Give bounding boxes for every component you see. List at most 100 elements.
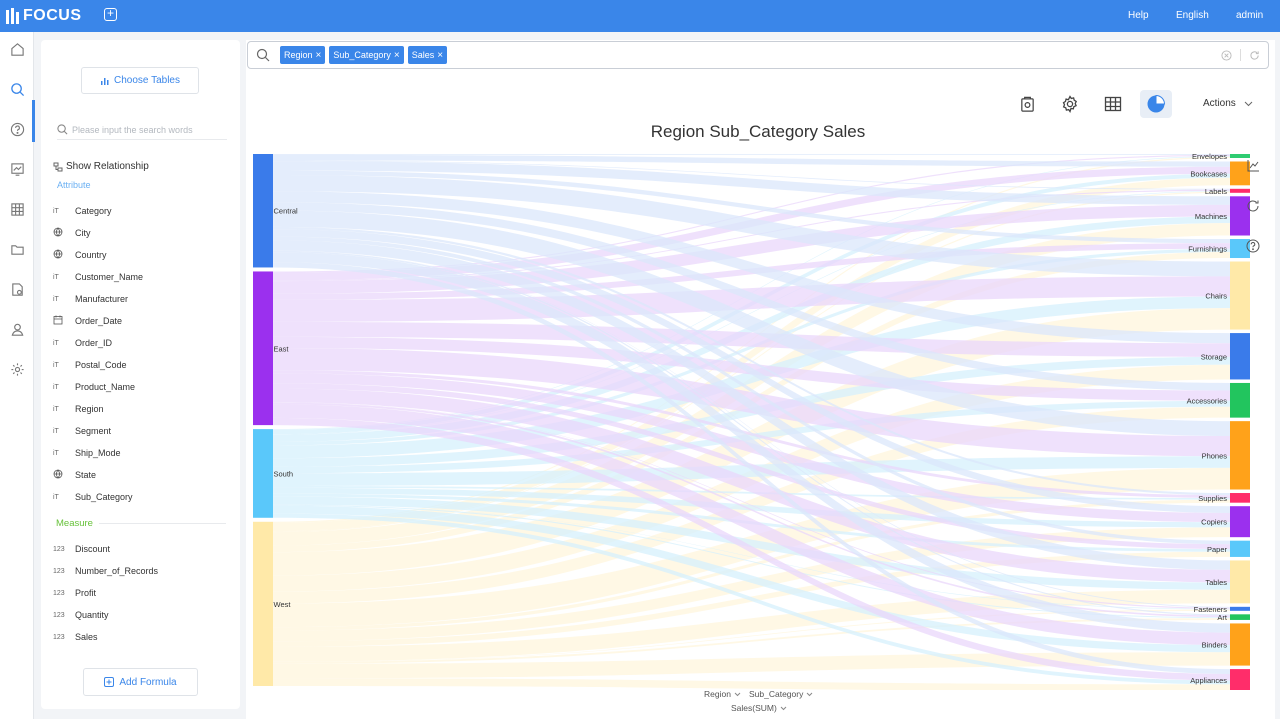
sankey-link[interactable] — [273, 204, 1230, 294]
sankey-link[interactable] — [273, 402, 1230, 609]
field-item[interactable]: Country — [53, 244, 233, 266]
close-icon[interactable]: × — [437, 49, 444, 61]
sankey-link[interactable] — [273, 513, 1230, 685]
measure-item[interactable]: 123 Sales — [53, 626, 233, 648]
sankey-chart[interactable]: Central East South West Envelopes Bookcases La… — [246, 150, 1275, 690]
help-circle-icon[interactable] — [8, 120, 26, 138]
search-chip[interactable]: Sub_Category × — [329, 46, 404, 64]
field-item[interactable]: Order_Date — [53, 310, 233, 332]
sankey-link[interactable] — [273, 170, 1230, 244]
field-item[interactable]: iT Customer_Name — [53, 266, 233, 288]
field-item[interactable]: iT Segment — [53, 420, 233, 442]
sankey-link[interactable] — [273, 161, 1230, 205]
sankey-link[interactable] — [273, 504, 1230, 610]
measure-item[interactable]: 123 Quantity — [53, 604, 233, 626]
actions-dropdown[interactable]: Actions — [1203, 98, 1253, 109]
focus-logo[interactable]: FOCUS — [6, 6, 82, 26]
sankey-target-node[interactable] — [1230, 669, 1250, 690]
folder-icon[interactable] — [8, 240, 26, 258]
sankey-target-node[interactable] — [1230, 623, 1250, 666]
dashboard-icon[interactable] — [8, 160, 26, 178]
sankey-link[interactable] — [273, 678, 1230, 690]
sankey-target-node[interactable] — [1230, 614, 1250, 620]
sankey-link[interactable] — [273, 240, 1230, 570]
field-item[interactable]: iT Product_Name — [53, 376, 233, 398]
close-icon[interactable]: × — [315, 49, 322, 61]
sankey-link[interactable] — [273, 609, 1230, 662]
sankey-target-node[interactable] — [1230, 493, 1250, 503]
sankey-link[interactable] — [273, 250, 1230, 608]
axis-icon[interactable] — [1244, 157, 1262, 175]
sankey-source-node[interactable] — [253, 429, 273, 518]
report-icon[interactable] — [1011, 90, 1043, 118]
sankey-link[interactable] — [273, 400, 1230, 474]
sankey-link[interactable] — [273, 177, 1230, 532]
search-chip[interactable]: Sales × — [407, 46, 448, 64]
sankey-link[interactable] — [273, 202, 1230, 391]
sankey-target-node[interactable] — [1230, 421, 1250, 490]
settings-file-icon[interactable] — [8, 280, 26, 298]
field-item[interactable]: City — [53, 222, 233, 244]
sankey-target-node[interactable] — [1230, 333, 1250, 380]
sankey-target-node[interactable] — [1230, 161, 1250, 186]
sankey-link[interactable] — [273, 321, 1230, 357]
sankey-link[interactable] — [273, 262, 1230, 674]
sankey-link[interactable] — [273, 417, 1230, 681]
sankey-link[interactable] — [273, 504, 1230, 619]
sankey-link[interactable] — [273, 364, 1230, 592]
sankey-link[interactable] — [273, 236, 1230, 545]
clear-icon[interactable] — [1221, 49, 1232, 61]
sankey-target-node[interactable] — [1230, 239, 1250, 259]
sankey-target-node[interactable] — [1230, 560, 1250, 604]
table-icon[interactable] — [8, 200, 26, 218]
sankey-target-node[interactable] — [1230, 382, 1250, 418]
search-icon[interactable] — [8, 80, 26, 98]
rotate-icon[interactable] — [1244, 197, 1262, 215]
show-relationship-link[interactable]: Show Relationship — [53, 161, 149, 172]
sankey-link[interactable] — [273, 154, 1230, 155]
measure-item[interactable]: 123 Number_of_Records — [53, 560, 233, 582]
sankey-link[interactable] — [273, 154, 1230, 167]
sankey-target-node[interactable] — [1230, 540, 1250, 557]
measure-item[interactable]: 123 Profit — [53, 582, 233, 604]
sankey-link[interactable] — [273, 404, 1230, 646]
sankey-link[interactable] — [273, 505, 1230, 653]
choose-tables-button[interactable]: Choose Tables — [81, 67, 199, 94]
home-icon[interactable] — [8, 40, 26, 58]
sankey-link[interactable] — [273, 210, 1230, 437]
user-menu[interactable]: admin — [1236, 10, 1264, 21]
sankey-link[interactable] — [273, 226, 1230, 496]
user-icon[interactable] — [8, 320, 26, 338]
dimension-selector-subcategory[interactable]: Sub_Category — [749, 689, 813, 699]
settings-icon[interactable] — [1054, 90, 1086, 118]
field-item[interactable]: iT Ship_Mode — [53, 442, 233, 464]
help-circle-icon[interactable] — [1244, 237, 1262, 255]
sankey-link[interactable] — [273, 527, 1230, 642]
language-selector[interactable]: English — [1176, 10, 1209, 21]
sankey-source-node[interactable] — [253, 521, 273, 686]
sankey-link[interactable] — [273, 160, 1230, 190]
sankey-link[interactable] — [273, 402, 1230, 618]
field-item[interactable]: iT Region — [53, 398, 233, 420]
sankey-target-node[interactable] — [1230, 196, 1250, 236]
sankey-link[interactable] — [273, 190, 1230, 435]
sankey-link[interactable] — [273, 496, 1230, 590]
new-tab-button[interactable]: + — [104, 7, 117, 21]
sankey-target-node[interactable] — [1230, 154, 1250, 158]
field-search-input[interactable]: Please input the search words — [57, 120, 227, 140]
sankey-link[interactable] — [273, 487, 1230, 528]
sankey-source-node[interactable] — [253, 154, 273, 268]
sankey-target-node[interactable] — [1230, 506, 1250, 538]
sankey-target-node[interactable] — [1230, 261, 1250, 330]
sankey-link[interactable] — [273, 191, 1230, 344]
search-bar[interactable]: Region × Sub_Category × Sales × — [247, 41, 1269, 69]
sankey-link[interactable] — [273, 370, 1230, 498]
refresh-icon[interactable] — [1249, 50, 1260, 61]
sankey-link[interactable] — [273, 189, 1230, 282]
dimension-selector-region[interactable]: Region — [704, 689, 741, 699]
sankey-link[interactable] — [273, 388, 1230, 583]
search-chip[interactable]: Region × — [280, 46, 326, 64]
sankey-link[interactable] — [273, 248, 1230, 446]
sankey-source-node[interactable] — [253, 271, 273, 426]
measure-item[interactable]: 123 Discount — [53, 538, 233, 560]
